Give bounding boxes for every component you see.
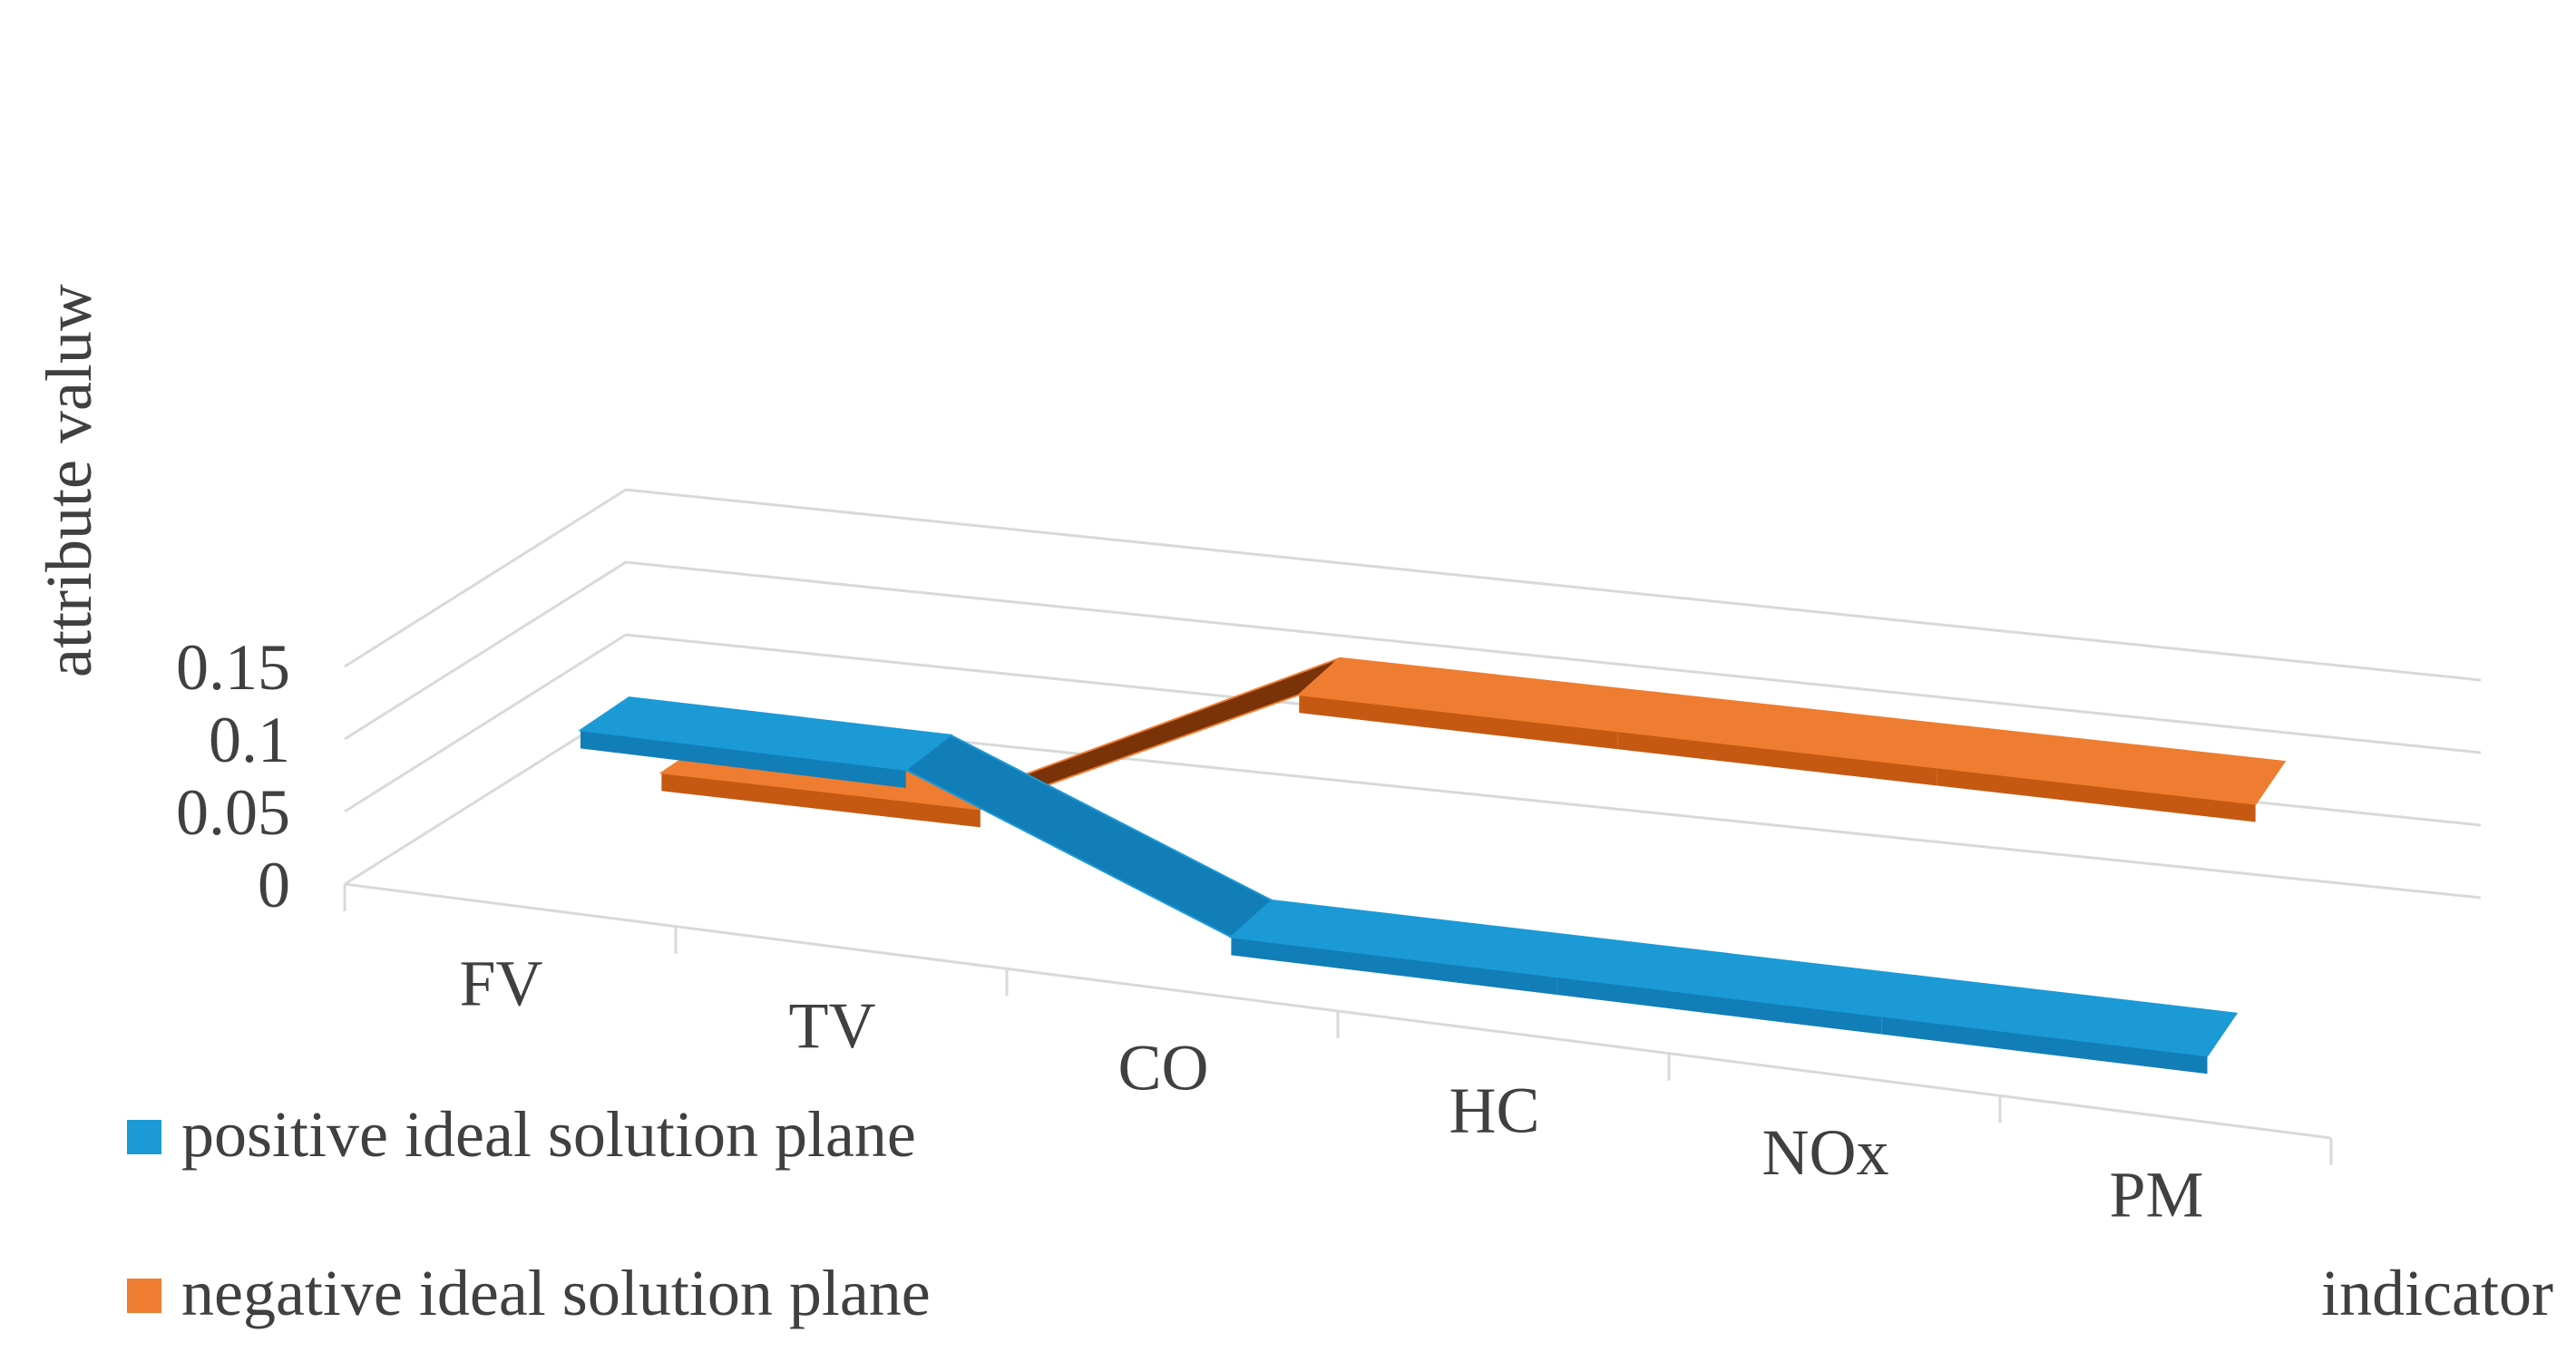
series-front [578, 696, 2239, 1075]
y-tick-label: 0 [258, 849, 290, 921]
series-segment-edge [1556, 977, 1882, 1035]
y-tick-label: 0.05 [176, 776, 290, 849]
y-tick-label: 0.15 [176, 631, 290, 704]
legend-label-negative: negative ideal solution plane [181, 1257, 931, 1329]
legend-item-positive: positive ideal solution plane [127, 1098, 916, 1171]
legend-label-positive: positive ideal solution plane [181, 1098, 916, 1171]
series-segment-edge [1617, 731, 1937, 786]
series-segment-edge [1231, 937, 1557, 996]
x-tick-label: CO [1117, 1032, 1208, 1104]
series-segment [1935, 725, 2287, 805]
y-tick-label: 0.1 [209, 704, 290, 776]
series-segment-edge [1299, 695, 1618, 750]
series-segment-edge [1937, 767, 2256, 822]
series-segment [1879, 975, 2239, 1057]
legend-item-negative: negative ideal solution plane [127, 1257, 931, 1329]
series-segment-edge [1881, 1016, 2208, 1075]
series-segment-edge [580, 730, 906, 788]
x-tick-label: FV [459, 947, 542, 1019]
gridline [344, 488, 2482, 682]
y-axis-title: attribute valuw [33, 284, 105, 677]
series-segment-edge [661, 773, 981, 828]
legend-swatch-negative [127, 1279, 161, 1313]
tick-labels: 00.050.10.15 FV TV CO HC NOx PM [176, 631, 2204, 1231]
x-tick-label: HC [1449, 1074, 1539, 1146]
legend-swatch-positive [127, 1120, 161, 1154]
x-tick-label: PM [2109, 1159, 2203, 1231]
gridline [344, 560, 2482, 754]
x-tick-label: NOx [1762, 1116, 1889, 1189]
legend: positive ideal solution plane negative i… [127, 1098, 931, 1329]
x-tick-label: TV [789, 989, 876, 1062]
x-axis-title: indicator [2321, 1257, 2553, 1329]
